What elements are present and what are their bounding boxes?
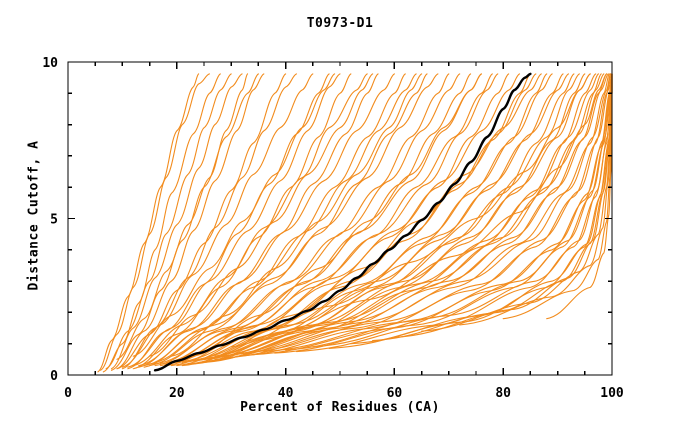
- ensemble-curve: [203, 73, 599, 360]
- ensemble-curve: [149, 73, 428, 367]
- axes-layer: [67, 61, 613, 376]
- ensemble-curve: [116, 73, 287, 370]
- x-tick-label: 20: [169, 386, 185, 401]
- ensemble-curve: [225, 73, 610, 359]
- ensemble-curve: [230, 73, 611, 356]
- ensemble-curve: [110, 73, 243, 370]
- ensemble-curve: [149, 73, 374, 357]
- ensemble-curve: [198, 73, 586, 364]
- ensemble-curve: [257, 73, 608, 342]
- y-tick-label: 0: [50, 369, 58, 384]
- ensemble-curve: [116, 73, 265, 370]
- x-tick-label: 60: [387, 386, 403, 401]
- tick-labels-layer: 0 20 40 60 80 100 0 5 10: [42, 56, 624, 401]
- ensemble-curve: [236, 73, 612, 357]
- y-tick-label: 5: [50, 213, 58, 228]
- ensemble-curve: [208, 73, 605, 359]
- ensemble-curve: [241, 73, 613, 354]
- ensemble-curve: [132, 73, 336, 357]
- ensemble-curve: [192, 73, 482, 357]
- ensemble-curve: [154, 73, 461, 365]
- ensemble-curve: [138, 73, 395, 367]
- ensemble-curve: [102, 73, 221, 373]
- ensemble-curve: [100, 73, 210, 371]
- ensemble-curve: [214, 73, 608, 360]
- ensemble-curve: [127, 73, 341, 368]
- ensemble-curve: [159, 73, 472, 367]
- ensemble-curve: [208, 73, 602, 362]
- y-tick-label: 10: [42, 56, 58, 71]
- ensemble-curve: [110, 73, 259, 371]
- ensemble-curve: [165, 73, 493, 367]
- ensemble-curve: [198, 73, 591, 360]
- ensemble-curve: [170, 73, 521, 364]
- x-tick-label: 0: [64, 386, 72, 401]
- curves-layer: [97, 72, 613, 373]
- ensemble-curve: [285, 73, 613, 351]
- ensemble-curve: [149, 73, 439, 365]
- ensemble-curve: [105, 73, 232, 370]
- page-title: T0973-D1: [306, 16, 374, 31]
- y-axis-label: Distance Cutoff, A: [26, 140, 42, 291]
- x-tick-label: 100: [600, 386, 624, 401]
- ensemble-curve: [421, 73, 613, 332]
- ensemble-curve: [116, 73, 249, 360]
- ensemble-curve: [230, 73, 591, 348]
- ensemble-curve: [170, 73, 423, 357]
- ensemble-curve: [312, 73, 613, 348]
- x-tick-label: 40: [278, 386, 294, 401]
- ensemble-curve: [219, 73, 609, 357]
- ensemble-curve: [187, 73, 570, 362]
- ensemble-curve: [159, 73, 482, 365]
- ensemble-curve: [154, 73, 450, 367]
- ensemble-curve: [132, 73, 368, 367]
- x-tick-label: 80: [495, 386, 511, 401]
- ensemble-curve: [97, 73, 200, 373]
- ensemble-curve: [138, 73, 379, 368]
- highlight-curve: [153, 72, 532, 372]
- ensemble-curve: [165, 73, 499, 365]
- x-axis-label: Percent of Residues (CA): [240, 400, 440, 415]
